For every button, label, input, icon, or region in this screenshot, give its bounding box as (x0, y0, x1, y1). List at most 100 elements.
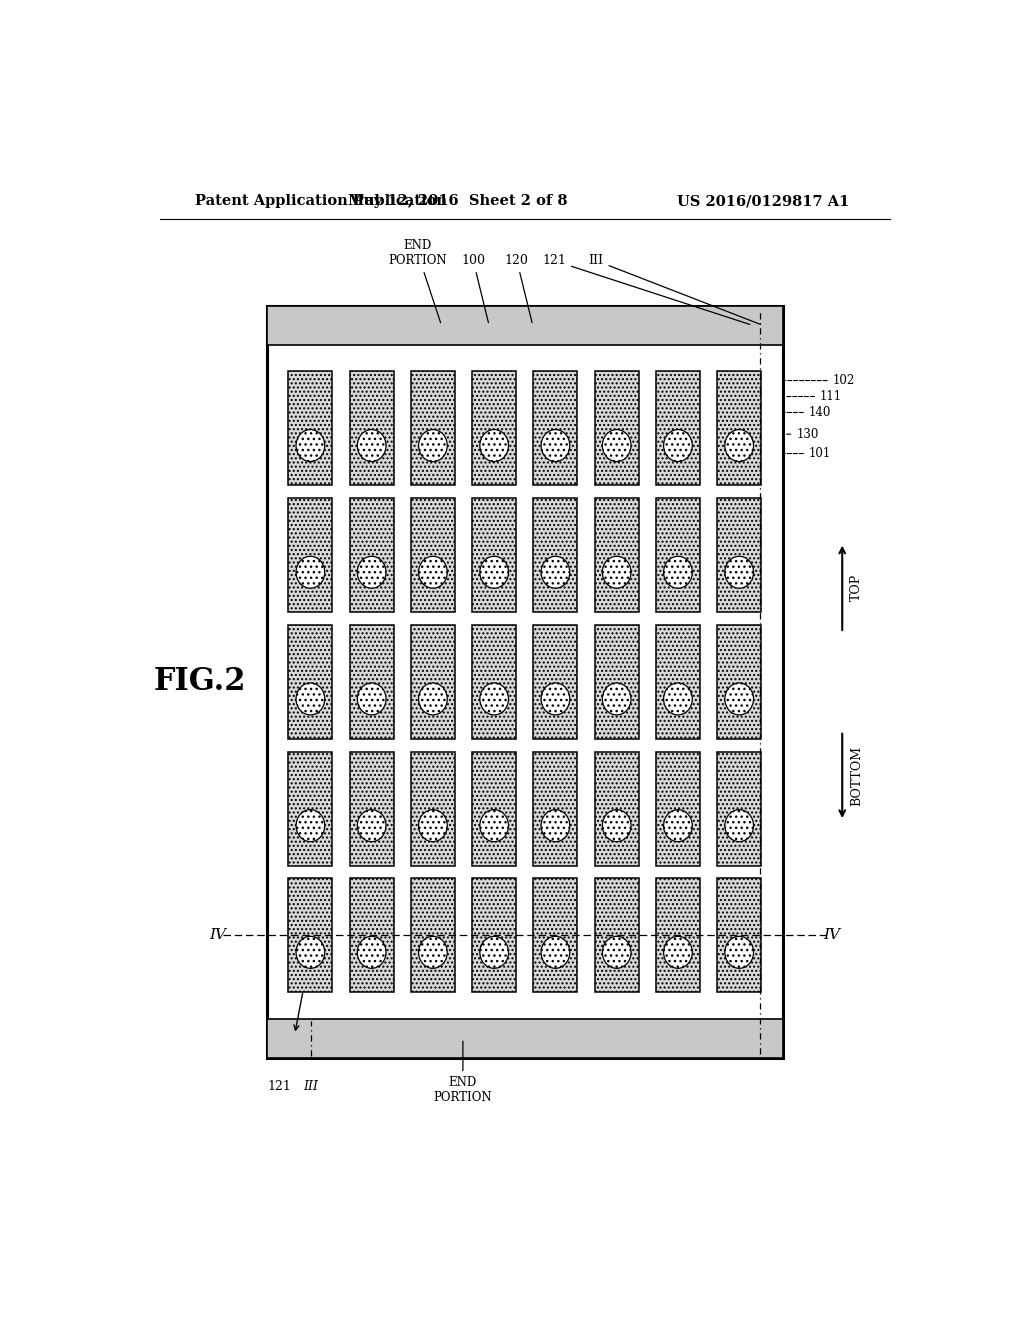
Text: 120: 120 (505, 255, 532, 322)
Ellipse shape (296, 429, 325, 462)
Text: FIG.2: FIG.2 (154, 667, 246, 697)
FancyBboxPatch shape (595, 624, 639, 739)
FancyBboxPatch shape (656, 498, 700, 612)
FancyBboxPatch shape (595, 371, 639, 486)
FancyBboxPatch shape (717, 498, 761, 612)
Ellipse shape (541, 556, 569, 589)
Ellipse shape (541, 429, 569, 462)
FancyBboxPatch shape (472, 751, 516, 866)
Ellipse shape (602, 682, 631, 715)
FancyBboxPatch shape (349, 751, 393, 866)
Ellipse shape (602, 809, 631, 842)
Text: Patent Application Publication: Patent Application Publication (196, 194, 447, 209)
FancyBboxPatch shape (717, 371, 761, 486)
Ellipse shape (725, 682, 754, 715)
Bar (267, 1019, 782, 1057)
Ellipse shape (357, 936, 386, 969)
Text: 101: 101 (785, 447, 831, 461)
Ellipse shape (664, 936, 692, 969)
FancyBboxPatch shape (411, 878, 455, 993)
FancyBboxPatch shape (595, 878, 639, 993)
Ellipse shape (419, 936, 447, 969)
FancyBboxPatch shape (534, 624, 578, 739)
FancyBboxPatch shape (472, 498, 516, 612)
FancyBboxPatch shape (472, 624, 516, 739)
Ellipse shape (357, 429, 386, 462)
Ellipse shape (480, 682, 509, 715)
Text: TOP: TOP (850, 574, 863, 602)
Ellipse shape (541, 936, 569, 969)
Text: 121: 121 (267, 1080, 291, 1093)
FancyBboxPatch shape (411, 498, 455, 612)
Ellipse shape (357, 682, 386, 715)
Text: END
PORTION: END PORTION (388, 239, 447, 322)
FancyBboxPatch shape (595, 498, 639, 612)
FancyBboxPatch shape (534, 371, 578, 486)
Ellipse shape (725, 936, 754, 969)
Ellipse shape (725, 429, 754, 462)
Text: 102: 102 (785, 374, 855, 387)
Ellipse shape (480, 809, 509, 842)
Ellipse shape (664, 429, 692, 462)
Ellipse shape (296, 809, 325, 842)
FancyBboxPatch shape (595, 751, 639, 866)
Text: May 12, 2016  Sheet 2 of 8: May 12, 2016 Sheet 2 of 8 (347, 194, 567, 209)
FancyBboxPatch shape (656, 878, 700, 993)
Ellipse shape (725, 556, 754, 589)
Text: IV: IV (209, 928, 226, 942)
Text: BOTTOM: BOTTOM (850, 746, 863, 807)
Text: IV: IV (823, 928, 841, 942)
FancyBboxPatch shape (656, 751, 700, 866)
Bar (267, 306, 782, 345)
FancyBboxPatch shape (289, 624, 333, 739)
FancyBboxPatch shape (289, 878, 333, 993)
Text: US 2016/0129817 A1: US 2016/0129817 A1 (677, 194, 849, 209)
Ellipse shape (419, 809, 447, 842)
Ellipse shape (296, 556, 325, 589)
FancyBboxPatch shape (472, 371, 516, 486)
Ellipse shape (480, 429, 509, 462)
Ellipse shape (419, 429, 447, 462)
Ellipse shape (419, 556, 447, 589)
FancyBboxPatch shape (411, 624, 455, 739)
FancyBboxPatch shape (534, 751, 578, 866)
FancyBboxPatch shape (349, 498, 393, 612)
FancyBboxPatch shape (349, 624, 393, 739)
FancyBboxPatch shape (534, 878, 578, 993)
Ellipse shape (602, 936, 631, 969)
Text: END
PORTION: END PORTION (433, 1041, 493, 1105)
FancyBboxPatch shape (717, 878, 761, 993)
Text: III: III (303, 1080, 318, 1093)
Ellipse shape (480, 556, 509, 589)
Bar (267, 306, 782, 1057)
FancyBboxPatch shape (349, 371, 393, 486)
FancyBboxPatch shape (472, 878, 516, 993)
FancyBboxPatch shape (289, 498, 333, 612)
Ellipse shape (664, 556, 692, 589)
Text: 140: 140 (785, 407, 831, 418)
Text: 111: 111 (785, 389, 842, 403)
Text: 121: 121 (543, 255, 750, 325)
FancyBboxPatch shape (411, 371, 455, 486)
FancyBboxPatch shape (656, 624, 700, 739)
Ellipse shape (602, 429, 631, 462)
Ellipse shape (725, 809, 754, 842)
Ellipse shape (602, 556, 631, 589)
Ellipse shape (480, 936, 509, 969)
Ellipse shape (357, 809, 386, 842)
Ellipse shape (419, 682, 447, 715)
Ellipse shape (664, 809, 692, 842)
Text: 100: 100 (461, 255, 488, 322)
FancyBboxPatch shape (656, 371, 700, 486)
Text: 10: 10 (294, 974, 313, 1030)
Ellipse shape (296, 682, 325, 715)
Text: III: III (589, 255, 760, 325)
FancyBboxPatch shape (349, 878, 393, 993)
FancyBboxPatch shape (411, 751, 455, 866)
FancyBboxPatch shape (717, 751, 761, 866)
Ellipse shape (664, 682, 692, 715)
Ellipse shape (357, 556, 386, 589)
FancyBboxPatch shape (717, 624, 761, 739)
Ellipse shape (541, 682, 569, 715)
Text: 130: 130 (785, 428, 818, 441)
